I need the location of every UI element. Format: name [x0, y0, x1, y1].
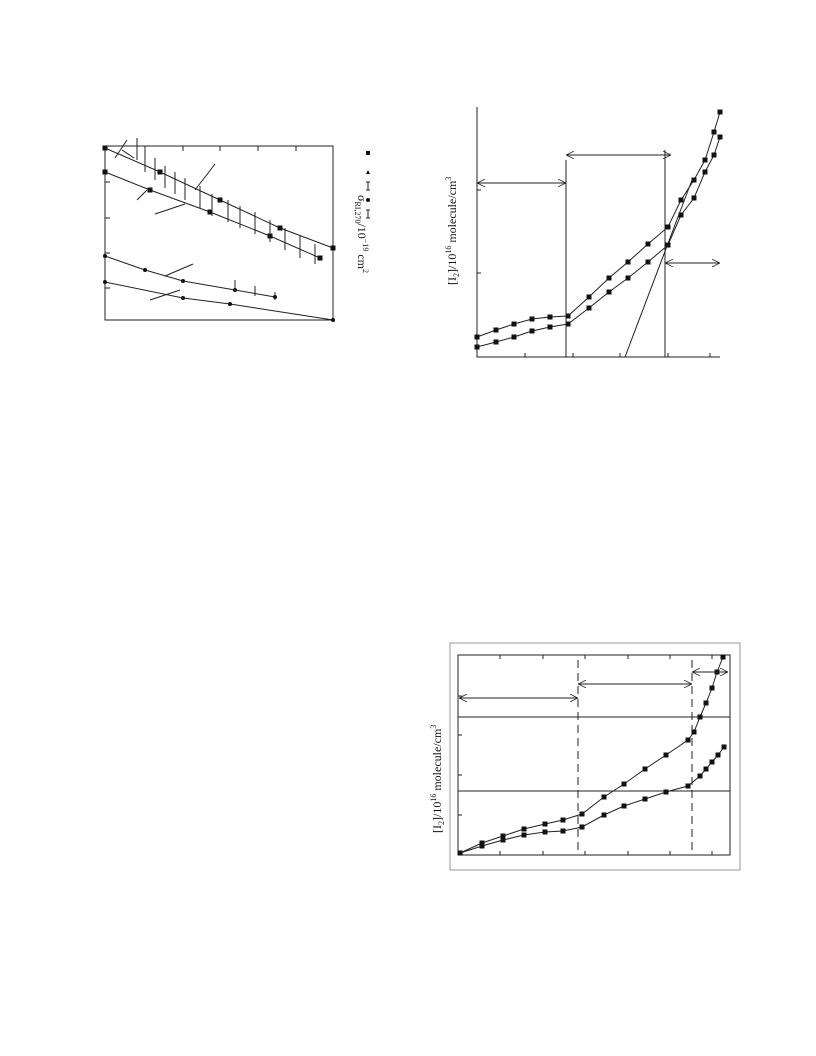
- y-axis-label: σRI,270/10−19 cm2: [353, 195, 370, 273]
- curve: [457, 744, 727, 856]
- curve: [457, 654, 726, 856]
- outer-frame: [449, 642, 741, 871]
- plot-frame: [457, 654, 731, 856]
- figure-3: [I2]/1016 molecule/cm3: [429, 642, 741, 871]
- plot-frame: [104, 145, 334, 321]
- ticks: [105, 146, 297, 289]
- y-axis-label: [I2]/1016 molecule/cm3: [429, 725, 446, 833]
- ticks: [477, 189, 711, 357]
- axes: [476, 107, 720, 358]
- curve: [474, 134, 723, 350]
- guide-lines: [565, 150, 693, 358]
- error-bars: [136, 138, 316, 300]
- y-axis-label: [I2]/1016 molecule/cm3: [444, 177, 461, 285]
- figure-2: [I2]/1016 molecule/cm3: [444, 107, 723, 358]
- dashed-lines: [577, 660, 693, 855]
- curve: [103, 254, 277, 299]
- curve: [474, 109, 723, 340]
- figure-1: σRI,270/10−19 cm2: [102, 138, 370, 322]
- pointer-lines: [114, 139, 216, 301]
- reference-lines: [458, 716, 730, 792]
- curve: [102, 169, 323, 261]
- legend-symbols: [366, 151, 370, 219]
- curve: [103, 280, 335, 322]
